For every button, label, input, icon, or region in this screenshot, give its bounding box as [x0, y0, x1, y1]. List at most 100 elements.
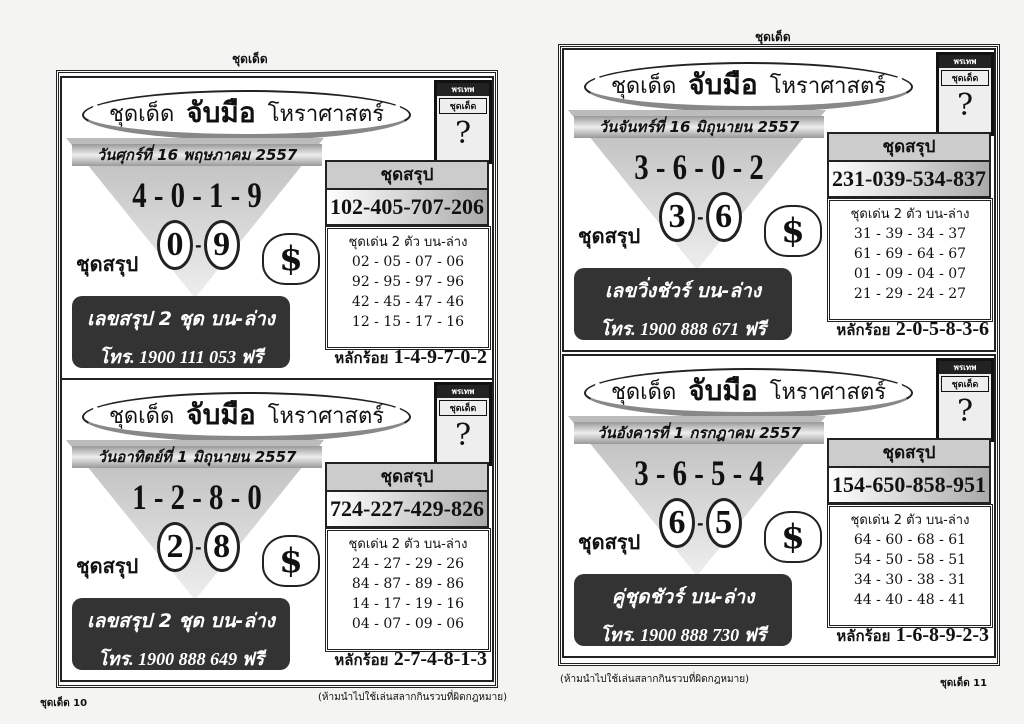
cover-question: ?	[454, 418, 472, 453]
panel-title: ชุดเด็ด จับมือ โหราศาสตร์	[584, 62, 913, 112]
number-row: 34 - 30 - 38 - 31	[853, 572, 967, 588]
title-highlight: จับมือ	[688, 68, 758, 101]
number-list-box: ชุดเด่น 2 ตัว บน-ล่าง 31 - 39 - 34 - 37 61…	[827, 198, 993, 322]
magazine-cover-image: พรเทพชุดเด็ด?	[936, 358, 994, 442]
number-row: 54 - 50 - 58 - 51	[853, 552, 967, 568]
promo-box: เลขวิ่งชัวร์ บน-ล่าง โทร. 1900 888 671 ฟร…	[574, 268, 792, 340]
number-row: 12 - 15 - 17 - 16	[351, 314, 465, 330]
hundreds-line: หลักร้อย 2-7-4-8-1-3	[302, 648, 487, 672]
promo-title: คู่ชุดชัวร์ บน-ล่าง	[611, 586, 755, 608]
cover-name: ชุดเด็ด	[439, 400, 487, 416]
title-part: โหราศาสตร์	[769, 379, 887, 405]
promo-title: เลขสรุป 2 ชุด บน-ล่าง	[87, 308, 275, 330]
cover-brand: พรเทพ	[939, 55, 991, 68]
hundreds-value: 1-6-8-9-2-3	[895, 624, 989, 646]
number-list-box: ชุดเด่น 2 ตัว บน-ล่าง 24 - 27 - 29 - 26 84…	[325, 528, 491, 652]
pair-digit: 6	[705, 192, 742, 242]
hundreds-label: หลักร้อย	[836, 321, 891, 339]
summary-box-title: ชุดสรุป	[829, 440, 989, 468]
summary-box-number: 231-039-534-837	[829, 162, 989, 196]
draw-date: วันศุกร์ที่ 16 พฤษภาคม 2557	[72, 144, 322, 166]
title-part: โหราศาสตร์	[769, 73, 887, 99]
summary-label: ชุดสรุป	[578, 530, 641, 554]
summary-label: ชุดสรุป	[76, 252, 139, 276]
lottery-panel: ชุดเด็ด จับมือ โหราศาสตร์ พรเทพชุดเด็ด? วั…	[562, 354, 996, 658]
summary-box: ชุดสรุป 231-039-534-837	[827, 132, 991, 198]
number-list-title: ชุดเด่น 2 ตัว บน-ล่าง	[850, 207, 970, 222]
money-bag-icon: $	[262, 233, 320, 285]
title-part: โหราศาสตร์	[267, 101, 385, 127]
cover-name: ชุดเด็ด	[941, 376, 989, 392]
pair-digit: 9	[203, 220, 240, 270]
main-digits: 4 - 0 - 1 - 9	[132, 175, 262, 215]
cover-brand: พรเทพ	[939, 361, 991, 374]
summary-label: ชุดสรุป	[578, 224, 641, 248]
draw-date: วันอังคารที่ 1 กรกฎาคม 2557	[574, 422, 824, 444]
number-row: 01 - 09 - 04 - 07	[853, 266, 967, 282]
pair-digit: 0	[157, 220, 193, 270]
title-part: ชุดเด็ด	[108, 403, 175, 429]
money-bag-icon: $	[764, 205, 822, 257]
hundreds-line: หลักร้อย 1-4-9-7-0-2	[302, 346, 487, 370]
page-number-right: ชุดเด็ด 11	[940, 678, 988, 689]
number-row: 84 - 87 - 89 - 86	[351, 576, 465, 592]
hundreds-value: 1-4-9-7-0-2	[393, 346, 487, 368]
summary-box: ชุดสรุป 154-650-858-951	[827, 438, 991, 504]
summary-box-title: ชุดสรุป	[829, 134, 989, 162]
hundreds-value: 2-7-4-8-1-3	[393, 648, 487, 670]
promo-box: เลขสรุป 2 ชุด บน-ล่างโทร. 1900 111 053 ฟ…	[72, 296, 290, 368]
summary-box-title: ชุดสรุป	[327, 162, 487, 190]
hundreds-line: หลักร้อย 1-6-8-9-2-3	[804, 624, 989, 648]
promo-phone: โทร. 1900 111 053 ฟรี	[98, 347, 264, 367]
summary-label: ชุดสรุป	[76, 554, 139, 578]
promo-title: เลขวิ่งชัวร์ บน-ล่าง	[605, 280, 761, 302]
money-bag-icon: $	[262, 535, 320, 587]
number-row: 04 - 07 - 09 - 06	[351, 616, 465, 632]
summary-box-number: 102-405-707-206	[327, 190, 487, 224]
pair-digit: 5	[705, 498, 742, 548]
number-row: 21 - 29 - 24 - 27	[853, 286, 967, 302]
promo-phone: โทร. 1900 888 730 ฟรี	[599, 625, 767, 645]
number-list-title: ชุดเด่น 2 ตัว บน-ล่าง	[348, 235, 468, 250]
promo-box: เลขสรุป 2 ชุด บน-ล่างโทร. 1900 888 649 ฟ…	[72, 598, 290, 670]
cover-brand: พรเทพ	[437, 83, 489, 96]
pair-digit: 6	[659, 498, 695, 548]
panel-title: ชุดเด็ด จับมือ โหราศาสตร์	[584, 368, 913, 418]
number-row: 44 - 40 - 48 - 41	[853, 592, 967, 608]
lottery-panel: ชุดเด็ด จับมือ โหราศาสตร์ พรเทพ ชุดเด็ด? วั…	[60, 378, 494, 682]
pair-circles: 0-9	[157, 220, 240, 270]
number-row: 14 - 17 - 19 - 16	[351, 596, 465, 612]
money-bag-icon: $	[764, 511, 822, 563]
summary-box-number: 724-227-429-826	[327, 492, 487, 526]
number-list-title: ชุดเด่น 2 ตัว บน-ล่าง	[850, 513, 970, 528]
number-row: 31 - 39 - 34 - 37	[853, 226, 967, 242]
hundreds-label: หลักร้อย	[334, 651, 389, 669]
title-part: ชุดเด็ด	[610, 379, 677, 405]
pair-digit: 2	[157, 522, 193, 572]
legal-note-right: (ห้ามนำไปใช้เล่นสลากกินรวบที่ผิดกฎหมาย)	[560, 674, 749, 685]
cover-question: ?	[956, 88, 974, 123]
summary-box-title: ชุดสรุป	[327, 464, 487, 492]
hundreds-label: หลักร้อย	[836, 627, 891, 645]
cover-question: ?	[956, 394, 974, 429]
title-highlight: จับมือ	[186, 96, 256, 129]
magazine-cover-image: พรเทพชุดเด็ด?	[434, 382, 492, 466]
cover-brand: พรเทพ	[437, 385, 489, 398]
number-list-title: ชุดเด่น 2 ตัว บน-ล่าง	[348, 537, 468, 552]
main-digits: 3 - 6 - 5 - 4	[634, 453, 764, 493]
pair-circles: 2-8	[157, 522, 240, 572]
magazine-cover-image: พรเทพ ชุดเด็ด?	[434, 80, 492, 164]
summary-box: ชุดสรุป 102-405-707-206	[325, 160, 489, 226]
summary-box: ชุดสรุป 724-227-429-826	[325, 462, 489, 528]
hundreds-label: หลักร้อย	[334, 349, 389, 367]
pair-circles: 3-6	[659, 192, 742, 242]
number-row: 64 - 60 - 68 - 61	[853, 532, 967, 548]
cover-name: ชุดเด็ด	[439, 98, 487, 114]
number-list-box: ชุดเด่น 2 ตัว บน-ล่าง 64 - 60 - 68 - 61 54…	[827, 504, 993, 628]
promo-title: เลขสรุป 2 ชุด บน-ล่าง	[87, 610, 275, 632]
pair-digit: 8	[203, 522, 240, 572]
page-header-left: ชุดเด็ด	[232, 52, 268, 66]
magazine-cover-image: พรเทพ ชุดเด็ด?	[936, 52, 994, 136]
promo-phone: โทร. 1900 888 649 ฟรี	[97, 649, 265, 669]
page-header-right: ชุดเด็ด	[755, 30, 791, 44]
